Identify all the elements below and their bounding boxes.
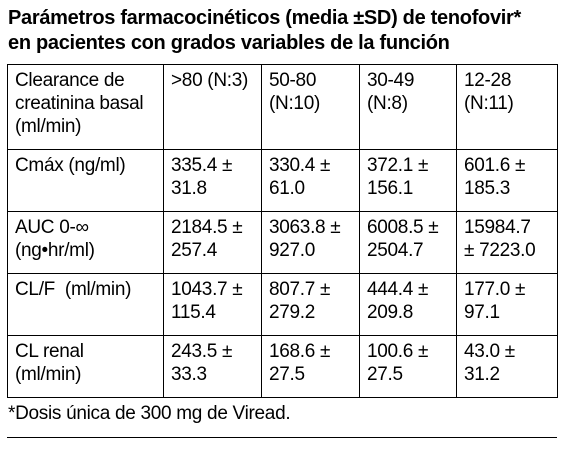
header-cell-12-28: 12-28 (N:11)	[456, 64, 558, 150]
title-line-2: en pacientes con grados variables de la …	[8, 32, 450, 54]
table-row-cl-renal: CL renal (ml/min) 243.5 ± 33.3 168.6 ± 2…	[7, 335, 558, 398]
table-cell: 335.4 ± 31.8	[163, 149, 262, 212]
table-cell: 100.6 ± 27.5	[359, 335, 457, 398]
table-cell: 168.6 ± 27.5	[261, 335, 360, 398]
table-cell: 372.1 ± 156.1	[359, 149, 457, 212]
table-cell: 6008.5 ± 2504.7	[359, 211, 457, 274]
table-cell: 807.7 ± 279.2	[261, 273, 360, 336]
table-header-row: Clearance de creatinina basal (ml/min) >…	[7, 64, 558, 150]
title-line-1: Parámetros farmacocinéticos (media ±SD) …	[8, 7, 522, 29]
footnote: *Dosis única de 300 mg de Viread.	[8, 403, 291, 424]
header-cell-30-49: 30-49 (N:8)	[359, 64, 457, 150]
table-cell: 177.0 ± 97.1	[456, 273, 558, 336]
row-label-cmax: Cmáx (ng/ml)	[7, 149, 164, 212]
header-cell-gt80: >80 (N:3)	[163, 64, 262, 150]
table-cell: 330.4 ± 61.0	[261, 149, 360, 212]
row-label-auc: AUC 0-∞ (ng•hr/ml)	[7, 211, 164, 274]
bottom-divider	[7, 437, 557, 438]
pharmacokinetics-table: Clearance de creatinina basal (ml/min) >…	[7, 64, 558, 398]
header-cell-clearance: Clearance de creatinina basal (ml/min)	[7, 64, 164, 150]
table-cell: 601.6 ± 185.3	[456, 149, 558, 212]
table-cell: 243.5 ± 33.3	[163, 335, 262, 398]
header-cell-50-80: 50-80 (N:10)	[261, 64, 360, 150]
table-cell: 444.4 ± 209.8	[359, 273, 457, 336]
table-cell: 15984.7 ± 7223.0	[456, 211, 558, 274]
table-row-cmax: Cmáx (ng/ml) 335.4 ± 31.8 330.4 ± 61.0 3…	[7, 149, 558, 212]
page-title: Parámetros farmacocinéticos (media ±SD) …	[8, 6, 560, 56]
table-cell: 3063.8 ± 927.0	[261, 211, 360, 274]
table-cell: 2184.5 ± 257.4	[163, 211, 262, 274]
table-row-clf: CL/F (ml/min) 1043.7 ± 115.4 807.7 ± 279…	[7, 273, 558, 336]
table-cell: 1043.7 ± 115.4	[163, 273, 262, 336]
row-label-clf: CL/F (ml/min)	[7, 273, 164, 336]
table-cell: 43.0 ± 31.2	[456, 335, 558, 398]
row-label-cl-renal: CL renal (ml/min)	[7, 335, 164, 398]
table-row-auc: AUC 0-∞ (ng•hr/ml) 2184.5 ± 257.4 3063.8…	[7, 211, 558, 274]
